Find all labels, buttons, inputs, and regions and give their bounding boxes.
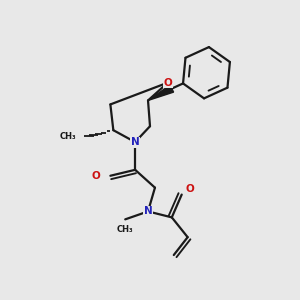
Polygon shape (148, 85, 174, 100)
Text: N: N (131, 137, 140, 147)
Text: N: N (144, 206, 152, 216)
Text: O: O (164, 78, 172, 88)
Text: CH₃: CH₃ (117, 225, 134, 234)
Text: O: O (185, 184, 194, 194)
Text: CH₃: CH₃ (60, 132, 77, 141)
Text: O: O (92, 171, 100, 181)
